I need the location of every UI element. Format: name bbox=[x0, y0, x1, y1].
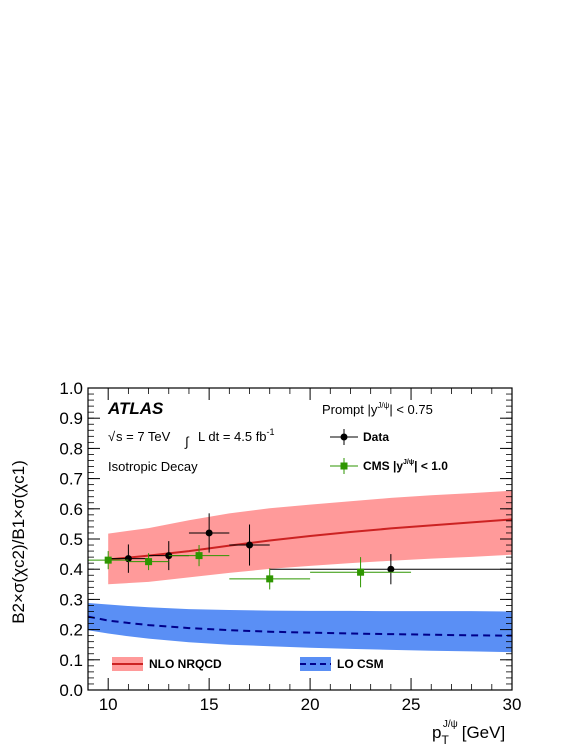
x-axis-label: pT J/ψ [GeV] bbox=[432, 719, 505, 747]
cms-y-point-3 bbox=[229, 568, 311, 590]
data-point-2 bbox=[188, 513, 230, 553]
cms-y-marker bbox=[357, 568, 365, 576]
legend-nlo-label: NLO NRQCD bbox=[149, 657, 222, 671]
y-tick-label: 0.8 bbox=[59, 439, 83, 458]
cms-y-point-0 bbox=[88, 551, 129, 570]
theory-bands bbox=[88, 490, 512, 653]
luminosity-sup: -1 bbox=[267, 427, 275, 437]
integral-symbol: ∫ bbox=[184, 434, 190, 449]
luminosity-main: L dt = 4.5 fb bbox=[198, 429, 267, 444]
sqrt-symbol: √ bbox=[108, 429, 116, 444]
cms-y-point-4 bbox=[310, 557, 412, 588]
axis-ticks: 0.0 0.1 0.2 0.3 0.4 0.5 0.6 0.7 0.8 0.9 1.0 10 15 20 2… bbox=[59, 379, 521, 714]
data-point-0 bbox=[108, 544, 149, 573]
y-tick-label: 0.5 bbox=[59, 530, 83, 549]
y-tick-label: 0.1 bbox=[59, 651, 83, 670]
x-axis-label-unit: [GeV] bbox=[462, 723, 505, 742]
data-points bbox=[88, 513, 512, 590]
legend-lo-label: LO CSM bbox=[337, 657, 384, 671]
x-tick-label: 30 bbox=[503, 695, 522, 714]
legend-data: Data bbox=[330, 429, 389, 445]
y-tick-label: 0.4 bbox=[59, 560, 83, 579]
luminosity-label: L dt = 4.5 fb-1 bbox=[198, 427, 275, 444]
legend-cms-main: CMS |y bbox=[363, 459, 403, 473]
y-tick-label: 1.0 bbox=[59, 379, 83, 398]
y-tick-label: 0.2 bbox=[59, 621, 83, 640]
cms-y-marker bbox=[145, 558, 153, 566]
legend-data-label: Data bbox=[363, 430, 389, 444]
energy-label: s = 7 TeV bbox=[116, 429, 171, 444]
selection-pre: Prompt |y bbox=[322, 402, 378, 417]
y-tick-label: 0.3 bbox=[59, 590, 83, 609]
experiment-label: ATLAS bbox=[107, 399, 164, 418]
y-tick-label: 0.7 bbox=[59, 470, 83, 489]
legend-cms: CMS |yJ/ψ| < 1.0 bbox=[330, 458, 448, 474]
legend-nlo: NLO NRQCD bbox=[112, 657, 222, 671]
selection-label: Prompt |yJ/ψ| < 0.75 bbox=[322, 401, 433, 417]
x-axis-label-sub: T bbox=[441, 733, 449, 747]
cms-y-marker bbox=[266, 575, 274, 583]
y-tick-label: 0.0 bbox=[59, 681, 83, 700]
data-point-4 bbox=[269, 554, 512, 585]
x-axis-label-sup: J/ψ bbox=[443, 719, 458, 730]
data-marker bbox=[246, 541, 254, 549]
x-tick-label: 10 bbox=[99, 695, 118, 714]
y-tick-label: 0.6 bbox=[59, 500, 83, 519]
cms-y-point-1 bbox=[128, 553, 169, 571]
x-axis-label-main: p bbox=[432, 723, 441, 742]
legend-cms-post: | < 1.0 bbox=[414, 459, 448, 473]
x-tick-label: 20 bbox=[301, 695, 320, 714]
x-tick-label: 25 bbox=[402, 695, 421, 714]
cms-y-marker bbox=[195, 552, 203, 560]
lo-csm-central-line bbox=[87, 615, 513, 637]
lo-csm-band bbox=[88, 603, 512, 653]
data-point-3 bbox=[229, 524, 270, 566]
theory-curves bbox=[87, 518, 513, 637]
x-tick-label: 15 bbox=[200, 695, 219, 714]
legend-data-marker bbox=[340, 433, 348, 441]
data-marker bbox=[387, 565, 395, 573]
cms-y-marker bbox=[104, 556, 112, 564]
y-axis-label: B2×σ(χc2)/B1×σ(χc1) bbox=[9, 460, 28, 624]
decay-label: Isotropic Decay bbox=[108, 459, 198, 474]
legend-lo: LO CSM bbox=[300, 657, 384, 671]
legend-cms-label: CMS |yJ/ψ| < 1.0 bbox=[363, 459, 448, 473]
selection-sup: J/ψ bbox=[377, 401, 389, 410]
nlo-nrqcd-central-line bbox=[108, 518, 513, 561]
legend-cms-sup: J/ψ bbox=[403, 459, 414, 466]
data-marker bbox=[205, 529, 213, 537]
data-marker bbox=[124, 555, 132, 563]
nlo-nrqcd-band bbox=[108, 490, 512, 585]
cms-y-point-2 bbox=[168, 545, 230, 567]
y-tick-label: 0.9 bbox=[59, 409, 83, 428]
selection-post: | < 0.75 bbox=[389, 402, 433, 417]
legend-cms-marker bbox=[340, 462, 348, 470]
